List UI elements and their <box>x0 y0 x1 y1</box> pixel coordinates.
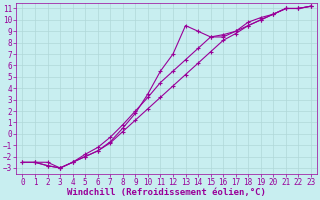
X-axis label: Windchill (Refroidissement éolien,°C): Windchill (Refroidissement éolien,°C) <box>67 188 266 197</box>
